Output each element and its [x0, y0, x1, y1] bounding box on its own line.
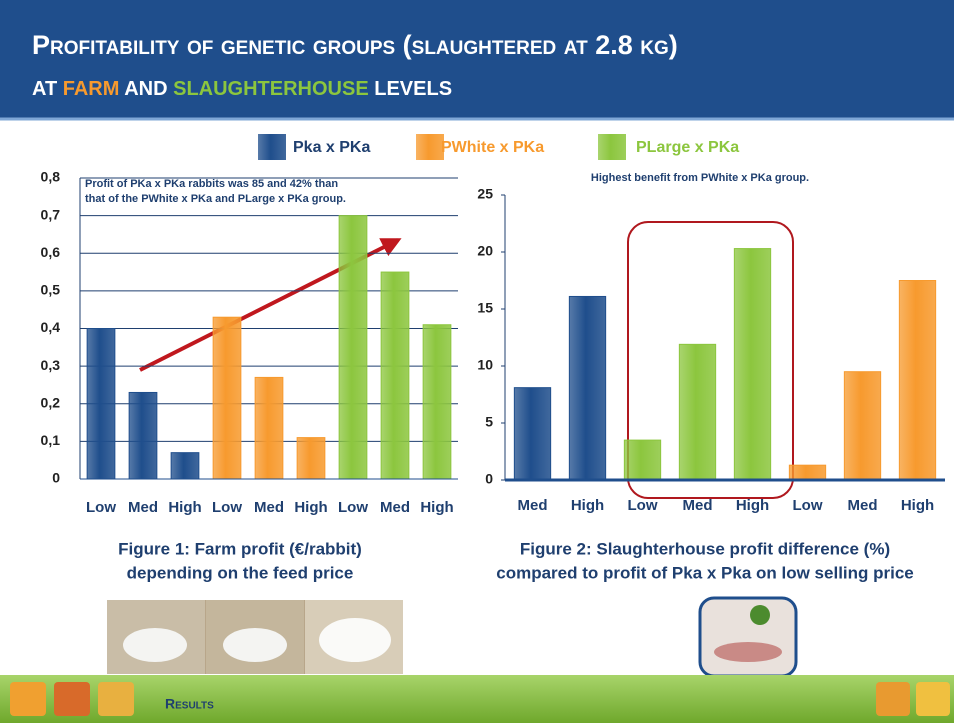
subtitle: at farm and slaughterhouse levels — [32, 78, 452, 100]
y-tick-label: 5 — [485, 414, 493, 430]
bar — [569, 296, 605, 480]
x-tick-label: Med — [128, 499, 158, 516]
y-tick-label: 0,2 — [41, 394, 61, 410]
annotation: that of the PWhite x PKa and PLarge x PK… — [85, 193, 346, 205]
bar — [255, 377, 283, 479]
bar — [297, 438, 325, 479]
x-tick-label: Med — [848, 497, 878, 514]
x-tick-label: Med — [380, 499, 410, 516]
bar — [514, 388, 550, 480]
photo-meat — [700, 598, 796, 676]
x-tick-label: High — [294, 499, 327, 516]
subtitle-part: at — [32, 78, 63, 100]
bar — [171, 453, 199, 479]
bar — [87, 329, 115, 480]
x-tick-label: Low — [86, 499, 116, 516]
title: Profitability of genetic groups (slaught… — [32, 30, 678, 60]
photo-rabbits — [107, 600, 403, 674]
y-tick-label: 0,4 — [41, 319, 61, 335]
y-tick-label: 0 — [485, 471, 493, 487]
bar — [679, 344, 715, 480]
caption: compared to profit of Pka x Pka on low s… — [496, 563, 914, 582]
caption: depending on the feed price — [127, 563, 354, 582]
subtitle-part: farm — [63, 78, 120, 100]
subtitle-part: slaughterhouse — [173, 78, 369, 100]
x-tick-label: Med — [518, 497, 548, 514]
subtitle-part: and — [119, 78, 173, 100]
x-tick-label: Low — [628, 497, 658, 514]
bar — [624, 440, 660, 480]
bar — [844, 372, 880, 480]
legend-label: PLarge x PKa — [636, 139, 739, 156]
y-tick-label: 0,3 — [41, 357, 61, 373]
caption: Figure 1: Farm profit (€/rabbit) — [118, 539, 362, 558]
legend-swatch — [416, 134, 444, 160]
bar — [213, 317, 241, 479]
legend-swatch — [598, 134, 626, 160]
y-tick-label: 15 — [477, 300, 493, 316]
subtitle-part: levels — [369, 78, 452, 100]
x-tick-label: High — [168, 499, 201, 516]
bar — [734, 249, 770, 480]
y-tick-label: 0,5 — [41, 282, 61, 298]
x-tick-label: High — [571, 497, 604, 514]
page: Profitability of genetic groups (slaught… — [0, 0, 954, 723]
bar — [789, 465, 825, 480]
x-tick-label: High — [420, 499, 453, 516]
y-tick-label: 0,7 — [41, 206, 61, 222]
y-tick-label: 20 — [477, 243, 493, 259]
x-tick-label: Low — [338, 499, 368, 516]
annotation: Highest benefit from PWhite x PKa group. — [591, 172, 809, 184]
legend-label: Pka x PKa — [293, 139, 370, 156]
bar — [129, 392, 157, 479]
footer-band — [0, 675, 954, 723]
bar — [381, 272, 409, 479]
caption: Figure 2: Slaughterhouse profit differen… — [520, 539, 890, 558]
legend-swatch — [258, 134, 286, 160]
y-tick-label: 0,1 — [41, 432, 61, 448]
x-tick-label: Med — [683, 497, 713, 514]
y-tick-label: 10 — [477, 357, 493, 373]
y-tick-label: 0,8 — [41, 169, 61, 185]
x-tick-label: Low — [793, 497, 823, 514]
x-tick-label: High — [901, 497, 934, 514]
y-tick-label: 0,6 — [41, 244, 61, 260]
legend-label: PWhite x PKa — [441, 139, 544, 156]
slide: Profitability of genetic groups (slaught… — [0, 0, 954, 723]
x-tick-label: Med — [254, 499, 284, 516]
bar — [423, 325, 451, 479]
bar — [339, 216, 367, 479]
bar — [899, 281, 935, 481]
y-tick-label: 25 — [477, 186, 493, 202]
footer-section: Results — [165, 696, 214, 712]
annotation: Profit of PKa x PKa rabbits was 85 and 4… — [85, 178, 338, 190]
y-tick-label: 0 — [52, 470, 60, 486]
x-tick-label: Low — [212, 499, 242, 516]
x-tick-label: High — [736, 497, 769, 514]
